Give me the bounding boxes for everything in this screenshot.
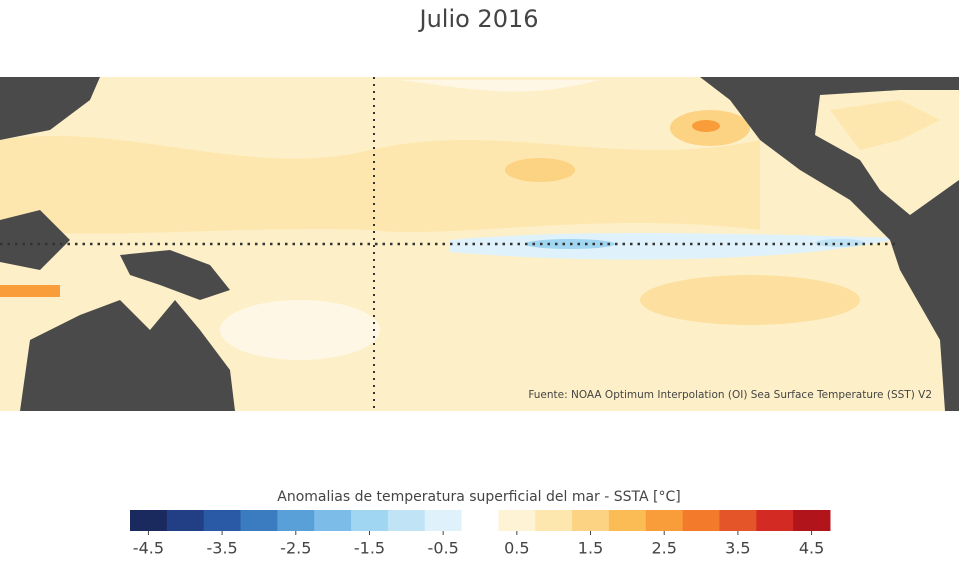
colorbar-tick-label: 0.5 bbox=[504, 539, 529, 558]
colorbar-box bbox=[572, 510, 610, 531]
colorbar-box bbox=[203, 510, 242, 531]
colorbar-box bbox=[719, 510, 757, 531]
source-note: Fuente: NOAA Optimum Interpolation (OI) … bbox=[528, 389, 932, 401]
land-asia bbox=[0, 77, 100, 270]
neutral-patch bbox=[220, 300, 380, 360]
colorbar-tick-label: -0.5 bbox=[428, 539, 459, 558]
title: Julio 2016 bbox=[417, 5, 538, 33]
colorbar-box bbox=[535, 510, 573, 531]
colorbar-box bbox=[498, 510, 536, 531]
colorbar-box bbox=[424, 510, 463, 531]
neutral-field bbox=[400, 80, 600, 92]
gulf bbox=[830, 100, 940, 150]
land-australia bbox=[20, 300, 235, 411]
colorbar-box bbox=[387, 510, 426, 531]
colorbar-tick-label: 4.5 bbox=[799, 539, 824, 558]
colorbar-box bbox=[608, 510, 647, 531]
land-americas bbox=[700, 77, 959, 411]
colorbar-tick-label: 3.5 bbox=[725, 539, 750, 558]
colorbar-box bbox=[682, 510, 720, 531]
map: Fuente: NOAA Optimum Interpolation (OI) … bbox=[0, 77, 959, 411]
warm-patch bbox=[505, 158, 575, 182]
colorbar-box bbox=[793, 510, 831, 531]
colorbar-label: Anomalias de temperatura superficial del… bbox=[277, 489, 680, 505]
colorbar-box bbox=[351, 510, 389, 531]
colorbar-box bbox=[240, 510, 278, 531]
colorbar-box bbox=[645, 510, 684, 531]
land-new-guinea bbox=[120, 250, 230, 300]
colorbar: -4.5 -3.5 -2.5 -1.5 -0.5 0.5 1.5 2.5 3.5 4.5 bbox=[130, 510, 831, 558]
warm-patch bbox=[692, 120, 720, 132]
colorbar-tick-label: -3.5 bbox=[206, 539, 237, 558]
colorbar-box bbox=[277, 510, 315, 531]
warm-patch bbox=[0, 285, 60, 297]
colorbar-tick-label: -2.5 bbox=[280, 539, 311, 558]
colorbar-tick-label: 1.5 bbox=[578, 539, 603, 558]
warm-field bbox=[0, 135, 760, 234]
colorbar-box bbox=[314, 510, 352, 531]
colorbar-box bbox=[130, 510, 168, 531]
colorbar-box bbox=[166, 510, 205, 531]
colorbar-tick-label: -4.5 bbox=[133, 539, 164, 558]
colorbar-box bbox=[461, 510, 499, 531]
colorbar-box bbox=[756, 510, 794, 531]
warm-patch bbox=[640, 275, 860, 325]
colorbar-tick-label: -1.5 bbox=[354, 539, 385, 558]
colorbar-tick-label: 2.5 bbox=[651, 539, 676, 558]
